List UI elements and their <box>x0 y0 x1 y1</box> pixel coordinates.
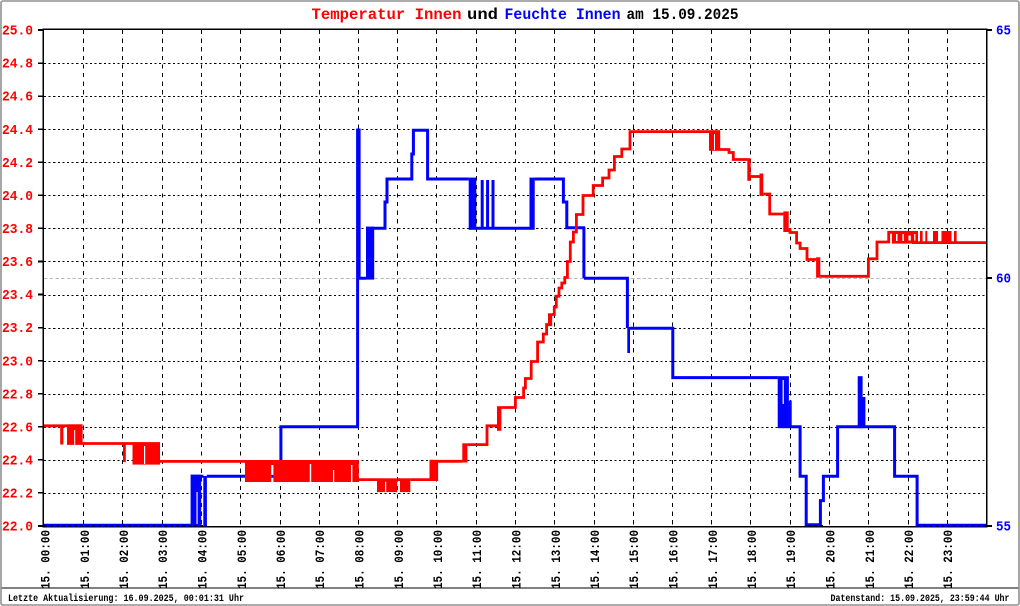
svg-text:15. 08:00: 15. 08:00 <box>353 530 368 589</box>
svg-text:15. 11:00: 15. 11:00 <box>470 530 485 589</box>
svg-text:Temperatur Innen: Temperatur Innen <box>312 6 462 24</box>
svg-text:60: 60 <box>996 273 1011 288</box>
svg-text:22.0: 22.0 <box>2 521 33 536</box>
svg-text:und: und <box>467 6 498 24</box>
svg-text:Datenstand: 15.09.2025, 23:59:: Datenstand: 15.09.2025, 23:59:44 Uhr <box>831 593 1010 605</box>
svg-text:24.0: 24.0 <box>2 190 33 205</box>
svg-text:15. 16:00: 15. 16:00 <box>667 530 682 589</box>
svg-text:23.0: 23.0 <box>2 355 33 370</box>
svg-text:22.8: 22.8 <box>2 388 33 403</box>
svg-text:15. 22:00: 15. 22:00 <box>902 530 917 589</box>
svg-text:15. 20:00: 15. 20:00 <box>824 530 839 589</box>
svg-text:Letzte Aktualisierung: 16.09.2: Letzte Aktualisierung: 16.09.2025, 00:01… <box>8 593 244 605</box>
svg-text:24.2: 24.2 <box>2 157 33 172</box>
svg-text:15. 14:00: 15. 14:00 <box>588 530 603 589</box>
svg-text:15. 19:00: 15. 19:00 <box>784 530 799 589</box>
svg-text:23.8: 23.8 <box>2 223 33 238</box>
svg-text:22.2: 22.2 <box>2 488 33 503</box>
svg-text:am 15.09.2025: am 15.09.2025 <box>627 6 739 24</box>
svg-text:15. 00:00: 15. 00:00 <box>39 530 54 589</box>
svg-text:65: 65 <box>996 25 1011 40</box>
svg-text:15. 03:00: 15. 03:00 <box>156 530 171 589</box>
svg-text:15. 12:00: 15. 12:00 <box>510 530 525 589</box>
svg-text:23.6: 23.6 <box>2 256 33 271</box>
svg-text:15. 23:00: 15. 23:00 <box>941 530 956 589</box>
svg-text:25.0: 25.0 <box>2 25 33 40</box>
svg-text:55: 55 <box>996 521 1011 536</box>
svg-text:15. 01:00: 15. 01:00 <box>78 530 93 589</box>
svg-text:24.4: 24.4 <box>2 124 33 139</box>
svg-text:15. 04:00: 15. 04:00 <box>196 530 211 589</box>
svg-text:15. 07:00: 15. 07:00 <box>313 530 328 589</box>
svg-text:15. 21:00: 15. 21:00 <box>863 530 878 589</box>
svg-text:15. 05:00: 15. 05:00 <box>235 530 250 589</box>
svg-text:15. 06:00: 15. 06:00 <box>274 530 289 589</box>
svg-text:24.6: 24.6 <box>2 91 33 106</box>
svg-text:23.4: 23.4 <box>2 289 33 304</box>
svg-text:22.4: 22.4 <box>2 455 33 470</box>
svg-text:24.8: 24.8 <box>2 58 33 73</box>
svg-text:22.6: 22.6 <box>2 421 33 436</box>
svg-text:Feuchte Innen: Feuchte Innen <box>505 6 621 24</box>
svg-text:23.2: 23.2 <box>2 322 33 337</box>
svg-text:15. 02:00: 15. 02:00 <box>117 530 132 589</box>
svg-text:15. 18:00: 15. 18:00 <box>745 530 760 589</box>
svg-text:15. 13:00: 15. 13:00 <box>549 530 564 589</box>
svg-text:15. 10:00: 15. 10:00 <box>431 530 446 589</box>
svg-text:15. 09:00: 15. 09:00 <box>392 530 407 589</box>
svg-text:15. 17:00: 15. 17:00 <box>706 530 721 589</box>
svg-text:15. 15:00: 15. 15:00 <box>627 530 642 589</box>
